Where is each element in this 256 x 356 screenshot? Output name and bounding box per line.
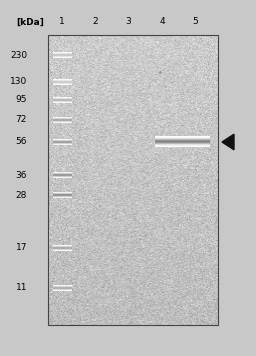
Text: 130: 130	[10, 78, 27, 87]
Text: 95: 95	[16, 95, 27, 105]
Text: 72: 72	[16, 115, 27, 125]
Text: 4: 4	[159, 17, 165, 26]
Text: 11: 11	[16, 283, 27, 293]
Polygon shape	[222, 134, 234, 150]
Bar	[48, 35, 218, 325]
Text: 28: 28	[16, 190, 27, 199]
Text: 1: 1	[59, 17, 65, 26]
Text: 56: 56	[16, 137, 27, 147]
Text: 2: 2	[92, 17, 98, 26]
Text: [kDa]: [kDa]	[16, 17, 44, 26]
Text: 17: 17	[16, 244, 27, 252]
Text: 3: 3	[125, 17, 131, 26]
Text: 230: 230	[10, 51, 27, 59]
Text: 36: 36	[16, 171, 27, 179]
Text: 5: 5	[192, 17, 198, 26]
